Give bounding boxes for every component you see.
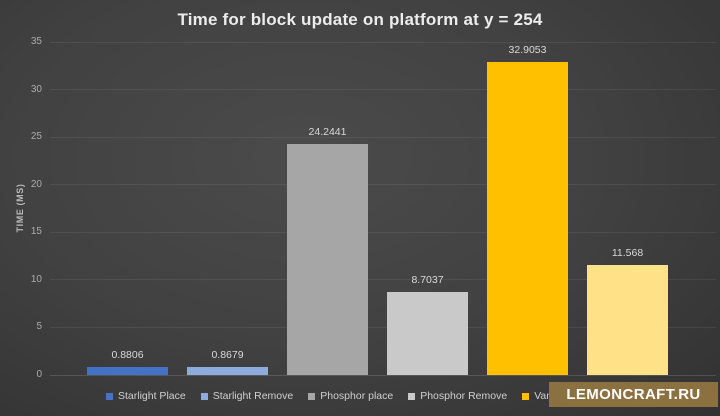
bar-5 bbox=[487, 61, 568, 375]
legend-marker-1 bbox=[106, 392, 113, 400]
gridline-20 bbox=[50, 184, 716, 186]
legend-item-4: Phosphor Remove bbox=[408, 390, 507, 402]
y-tick-label-30: 30 bbox=[30, 83, 42, 95]
legend-label-4: Phosphor Remove bbox=[420, 390, 508, 402]
chart-title: Time for block update on platform at y =… bbox=[177, 10, 543, 29]
gridline-10 bbox=[50, 279, 716, 281]
y-tick-label-20: 20 bbox=[30, 178, 42, 190]
legend-label-2: Starlight Remove bbox=[212, 390, 294, 402]
legend-label-3: Phosphor place bbox=[320, 390, 394, 402]
bar-value-label-4: 8.7037 bbox=[411, 274, 444, 287]
bar-value-label-6: 11.568 bbox=[611, 246, 644, 259]
legend-marker-4 bbox=[408, 392, 416, 400]
y-tick-label-35: 35 bbox=[30, 36, 42, 47]
bar-value-label-1: 0.8806 bbox=[111, 348, 144, 361]
bar-value-label-5: 32.9053 bbox=[508, 43, 547, 56]
y-tick-label-15: 15 bbox=[30, 226, 42, 238]
legend-marker-5 bbox=[522, 392, 530, 400]
y-tick-label-0: 0 bbox=[36, 369, 42, 380]
legend-item-3: Phosphor place bbox=[308, 390, 393, 402]
bar-2 bbox=[187, 366, 268, 375]
gridline-35 bbox=[50, 41, 716, 43]
y-tick-label-25: 25 bbox=[30, 131, 42, 143]
watermark: LEMONCRAFT.RU bbox=[549, 382, 718, 407]
bar-value-label-2: 0.8679 bbox=[211, 348, 244, 361]
y-axis-tick-labels: 0 5 10 15 20 25 30 35 bbox=[0, 36, 44, 380]
gridline-5 bbox=[50, 326, 716, 328]
gridline-0 bbox=[50, 374, 716, 376]
watermark-text: LEMONCRAFT.RU bbox=[566, 386, 701, 403]
bar-3 bbox=[287, 144, 368, 375]
plot-area: 0.8806 0.8679 24.2441 8.7037 32.9053 11.568 bbox=[50, 41, 716, 376]
gridline-30 bbox=[50, 89, 716, 91]
legend-label-1: Starlight Place bbox=[118, 390, 186, 402]
bar-1 bbox=[87, 366, 168, 375]
bar-6 bbox=[587, 264, 668, 375]
y-tick-label-5: 5 bbox=[36, 321, 42, 333]
legend-item-1: Starlight Place bbox=[106, 390, 186, 402]
y-tick-label-10: 10 bbox=[30, 273, 42, 285]
gridline-15 bbox=[50, 231, 716, 233]
legend-marker-2 bbox=[200, 392, 208, 400]
chart-legend: Starlight Place Starlight Remove Phosphor … bbox=[106, 389, 620, 403]
legend-item-2: Starlight Remove bbox=[200, 390, 294, 402]
bar-value-label-3: 24.2441 bbox=[308, 126, 347, 139]
legend-marker-3 bbox=[308, 392, 316, 400]
bar-4 bbox=[387, 292, 468, 375]
gridline-25 bbox=[50, 136, 716, 138]
